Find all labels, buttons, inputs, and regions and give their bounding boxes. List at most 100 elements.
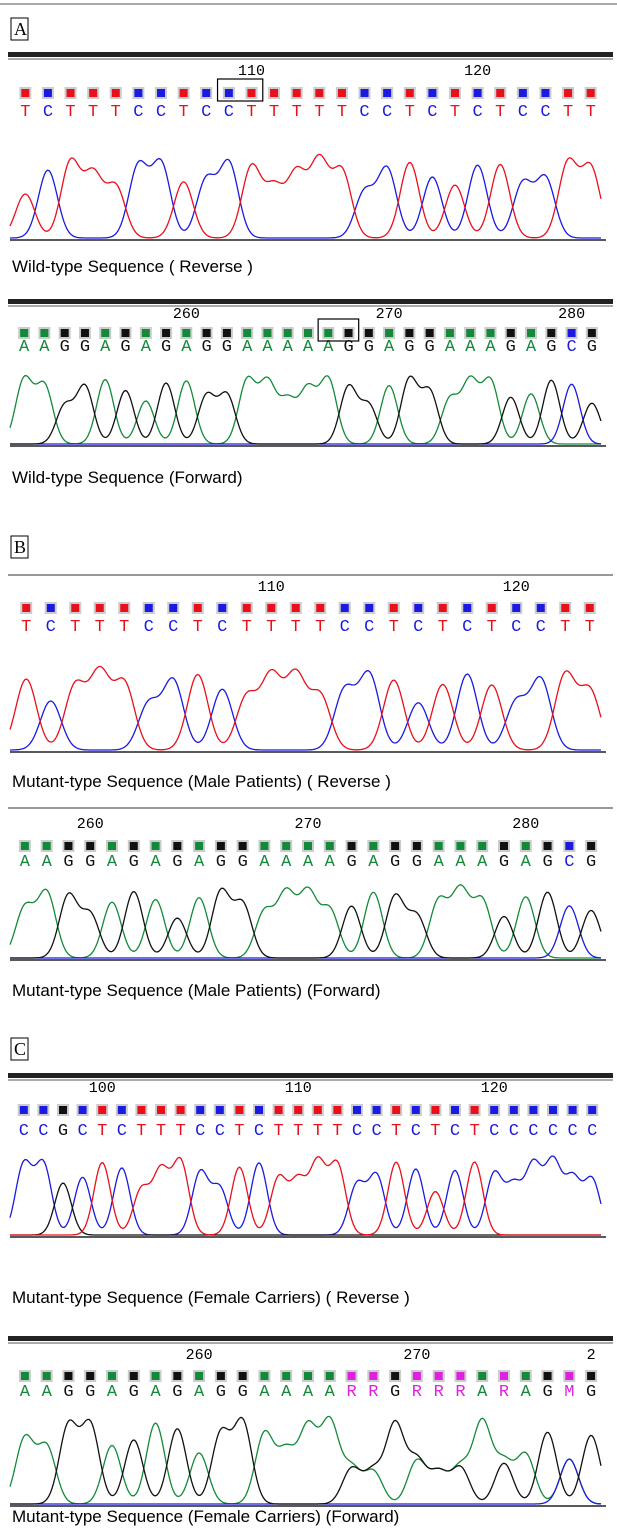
base-call: A — [141, 338, 152, 357]
base-call: T — [495, 103, 505, 122]
quality-square — [39, 328, 49, 338]
caption: Mutant-type Sequence (Female Carriers) (… — [12, 1507, 399, 1526]
base-call: G — [63, 853, 73, 872]
panel-label: B — [14, 537, 26, 557]
base-call: T — [88, 103, 98, 122]
base-call: G — [390, 853, 400, 872]
position-label: 260 — [173, 306, 200, 323]
base-call: G — [58, 1122, 68, 1141]
quality-square — [465, 328, 475, 338]
base-call: A — [42, 853, 53, 872]
base-call: G — [85, 853, 95, 872]
quality-square — [425, 328, 435, 338]
quality-square — [129, 1371, 139, 1381]
position-label: 270 — [403, 1347, 430, 1364]
base-call: T — [111, 103, 121, 122]
quality-square — [259, 1371, 269, 1381]
base-call: C — [359, 103, 369, 122]
base-call: G — [63, 1383, 73, 1402]
quality-square — [413, 603, 423, 613]
quality-square — [528, 1105, 538, 1115]
quality-square — [136, 1105, 146, 1115]
base-call: T — [21, 618, 31, 637]
quality-square — [347, 841, 357, 851]
quality-square — [259, 841, 269, 851]
header-bar — [8, 52, 613, 57]
header-bar — [8, 299, 613, 304]
base-call: G — [222, 338, 232, 357]
quality-square — [97, 1105, 107, 1115]
base-call: C — [548, 1122, 558, 1141]
quality-square — [477, 841, 487, 851]
base-call: G — [129, 1383, 139, 1402]
quality-square — [434, 1371, 444, 1381]
quality-square — [179, 88, 189, 98]
base-call: T — [405, 103, 415, 122]
trace-A — [10, 885, 601, 958]
base-call: G — [587, 338, 597, 357]
trace-C — [10, 384, 601, 444]
base-call: A — [303, 1383, 314, 1402]
quality-square — [404, 328, 414, 338]
position-label: 270 — [294, 816, 321, 833]
quality-square — [117, 1105, 127, 1115]
base-call: C — [462, 618, 472, 637]
base-call: A — [107, 1383, 118, 1402]
base-call: A — [281, 1383, 292, 1402]
base-call: A — [445, 338, 456, 357]
quality-square — [107, 841, 117, 851]
base-call: G — [390, 1383, 400, 1402]
quality-square — [412, 1371, 422, 1381]
header-bar — [8, 1073, 613, 1078]
base-call: T — [65, 103, 75, 122]
quality-square — [176, 1105, 186, 1115]
trace-A — [10, 1417, 601, 1504]
base-call: G — [425, 338, 435, 357]
quality-square — [372, 1105, 382, 1115]
quality-square — [509, 1105, 519, 1115]
caption: Mutant-type Sequence (Male Patients) (Fo… — [12, 981, 381, 1000]
quality-square — [283, 328, 293, 338]
base-call: T — [389, 618, 399, 637]
quality-square — [586, 1371, 596, 1381]
base-call: C — [224, 103, 234, 122]
base-call: G — [364, 338, 374, 357]
base-call: C — [567, 1122, 577, 1141]
base-call: T — [269, 103, 279, 122]
base-call: A — [477, 853, 488, 872]
quality-square — [129, 841, 139, 851]
base-call: A — [181, 338, 192, 357]
quality-square — [63, 1371, 73, 1381]
quality-square — [193, 603, 203, 613]
base-call: T — [20, 103, 30, 122]
base-call: A — [262, 338, 273, 357]
base-call: C — [77, 1122, 87, 1141]
base-call: C — [340, 618, 350, 637]
quality-square — [281, 1371, 291, 1381]
base-call: T — [292, 103, 302, 122]
quality-square — [325, 1371, 335, 1381]
quality-square — [19, 1105, 29, 1115]
base-call: C — [540, 103, 550, 122]
quality-square — [560, 603, 570, 613]
header-bar — [8, 1336, 613, 1341]
base-call: G — [216, 1383, 226, 1402]
quality-square — [546, 328, 556, 338]
base-call: C — [411, 1122, 421, 1141]
base-call: C — [201, 103, 211, 122]
base-call: T — [337, 103, 347, 122]
quality-square — [521, 1371, 531, 1381]
base-call: A — [303, 338, 314, 357]
quality-square — [269, 88, 279, 98]
base-call: T — [585, 618, 595, 637]
quality-square — [88, 88, 98, 98]
quality-square — [234, 1105, 244, 1115]
base-call: A — [242, 338, 253, 357]
base-call: G — [346, 853, 356, 872]
position-label: 120 — [481, 1080, 508, 1097]
base-call: G — [542, 1383, 552, 1402]
position-label: 280 — [558, 306, 585, 323]
quality-square — [587, 1105, 597, 1115]
base-call: T — [291, 618, 301, 637]
base-call: T — [586, 103, 596, 122]
